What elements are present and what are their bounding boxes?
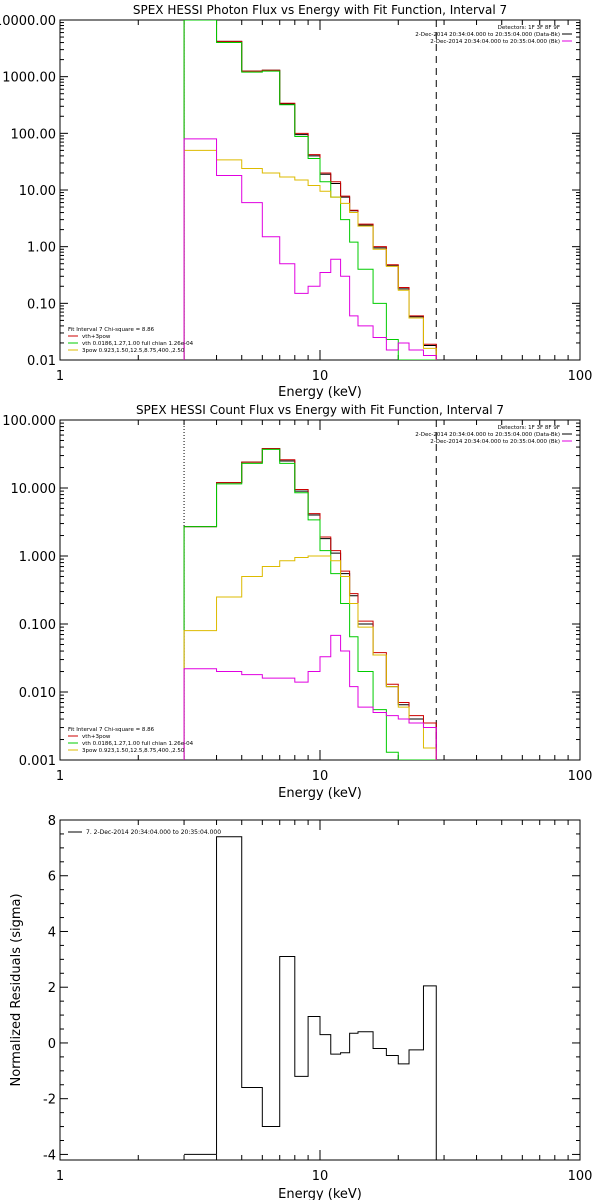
residuals-legend: 7. 2-Dec-2014 20:34:04.000 to 20:35:04.0… — [68, 829, 221, 836]
photon-flux-legend-bottom: Fit Interval 7 Chi-square = 8.86vth+3pow… — [68, 327, 194, 354]
photon-flux-series — [183, 20, 437, 360]
series-step-line-4 — [183, 138, 437, 360]
count-flux-legend-bottom: Fit Interval 7 Chi-square = 8.86vth+3pow… — [68, 727, 194, 754]
legend-entry: Detectors: 1F 3F 8F 9F — [498, 425, 560, 431]
x-tick-label: 100 — [568, 1169, 593, 1184]
y-tick-label: 0.100 — [19, 618, 56, 633]
photon-flux-panel: SPEX HESSI Photon Flux vs Energy with Fi… — [0, 3, 592, 400]
count-flux-legend-top: Detectors: 1F 3F 8F 9F2-Dec-2014 20:34:0… — [415, 425, 572, 445]
photon-flux-legend-top: Detectors: 1F 3F 8F 9F2-Dec-2014 20:34:0… — [415, 25, 572, 45]
legend-entry: Detectors: 1F 3F 8F 9F — [498, 25, 560, 31]
y-tick-label: 100.000 — [2, 414, 56, 429]
y-tick-label: 1.000 — [19, 550, 56, 565]
legend-entry: 2-Dec-2014 20:34:04.000 to 20:35:04.000 … — [415, 432, 560, 438]
residuals-y-axis-label: Normalized Residuals (sigma) — [9, 893, 24, 1086]
y-tick-label: 1000.00 — [2, 71, 56, 86]
series-step-line-3 — [183, 149, 437, 360]
count-flux-title: SPEX HESSI Count Flux vs Energy with Fit… — [136, 403, 504, 417]
x-tick-label: 1 — [56, 1169, 64, 1184]
residuals-series — [184, 836, 437, 1160]
y-tick-label: 2 — [48, 981, 56, 996]
series-step-line-0 — [184, 836, 437, 1160]
series-step-line-0 — [183, 20, 437, 360]
y-tick-label: 10000.00 — [0, 14, 56, 29]
x-tick-label: 10 — [312, 1169, 329, 1184]
legend-entry: 2-Dec-2014 20:34:04.000 to 20:35:04.000 … — [430, 439, 560, 445]
series-step-line-4 — [183, 634, 437, 760]
legend-entry: 3pow 0.923,1.50,12.5,8.75,400.,2.50 — [82, 348, 185, 354]
legend-entry: vth+3pow — [82, 734, 111, 740]
residuals-panel: -4 -2 0 2 4 6 8 1 10 100 Energy (keV) Normalized… — [9, 814, 592, 1200]
legend-entry: 7. 2-Dec-2014 20:34:04.000 to 20:35:04.0… — [86, 829, 221, 836]
y-tick-label: -4 — [43, 1148, 56, 1163]
y-tick-label: 0.010 — [19, 686, 56, 701]
x-tick-label: 10 — [312, 369, 329, 384]
photon-flux-title: SPEX HESSI Photon Flux vs Energy with Fi… — [133, 3, 507, 17]
series-step-line-0 — [183, 448, 437, 760]
photon-flux-markers — [183, 20, 437, 360]
count-flux-x-axis-label: Energy (keV) — [278, 786, 362, 801]
legend-entry: Fit Interval 7 Chi-square = 8.86 — [68, 327, 155, 333]
legend-entry: vth 0.0186,1.27,1.00 full chian 1.26e-04 — [82, 741, 194, 747]
legend-entry: Fit Interval 7 Chi-square = 8.86 — [68, 727, 155, 733]
series-step-line-3 — [183, 555, 437, 760]
y-tick-label: 10.000 — [11, 482, 57, 497]
y-tick-label: 100.00 — [11, 127, 57, 142]
count-flux-x-axis: 1 10 100 — [56, 420, 593, 784]
count-flux-series — [183, 448, 437, 760]
count-flux-markers — [183, 420, 437, 760]
series-step-line-1 — [183, 448, 437, 760]
y-tick-label: 10.00 — [19, 184, 56, 199]
series-step-line-1 — [183, 20, 437, 360]
legend-entry: 2-Dec-2014 20:34:04.000 to 20:35:04.000 … — [430, 39, 560, 45]
x-tick-label: 100 — [568, 369, 593, 384]
y-tick-label: 0 — [48, 1037, 56, 1052]
legend-entry: 3pow 0.923,1.50,12.5,8.75,400.,2.50 — [82, 748, 185, 754]
legend-entry: vth+3pow — [82, 334, 111, 340]
residuals-x-axis-label: Energy (keV) — [278, 1187, 362, 1200]
photon-flux-y-axis: 0.01 0.10 1.00 10.00 100.00 1000.00 10000.00 — [0, 14, 580, 369]
legend-entry: 2-Dec-2014 20:34:04.000 to 20:35:04.000 … — [415, 32, 560, 38]
x-tick-label: 100 — [568, 769, 593, 784]
x-tick-label: 10 — [312, 769, 329, 784]
series-step-line-2 — [183, 20, 437, 360]
residuals-plot-frame — [59, 819, 581, 1161]
residuals-y-axis: -4 -2 0 2 4 6 8 — [43, 814, 580, 1163]
legend-entry: vth 0.0186,1.27,1.00 full chian 1.26e-04 — [82, 341, 194, 347]
count-flux-plot-frame — [59, 419, 581, 761]
y-tick-label: 8 — [48, 814, 56, 829]
x-tick-label: 1 — [56, 769, 64, 784]
residuals-x-axis: 1 10 100 — [56, 820, 593, 1184]
y-tick-label: 6 — [48, 870, 56, 885]
y-tick-label: 0.001 — [19, 754, 56, 769]
x-tick-label: 1 — [56, 369, 64, 384]
count-flux-panel: SPEX HESSI Count Flux vs Energy with Fit… — [2, 403, 592, 801]
y-tick-label: 4 — [48, 925, 56, 940]
y-tick-label: 0.10 — [27, 297, 56, 312]
series-step-line-2 — [183, 448, 437, 760]
photon-flux-x-axis-label: Energy (keV) — [278, 385, 362, 400]
y-tick-label: 1.00 — [27, 241, 56, 256]
y-tick-label: -2 — [43, 1093, 56, 1108]
count-flux-y-axis: 0.001 0.010 0.100 1.000 10.000 100.000 — [2, 414, 580, 769]
y-tick-label: 0.01 — [27, 354, 56, 369]
